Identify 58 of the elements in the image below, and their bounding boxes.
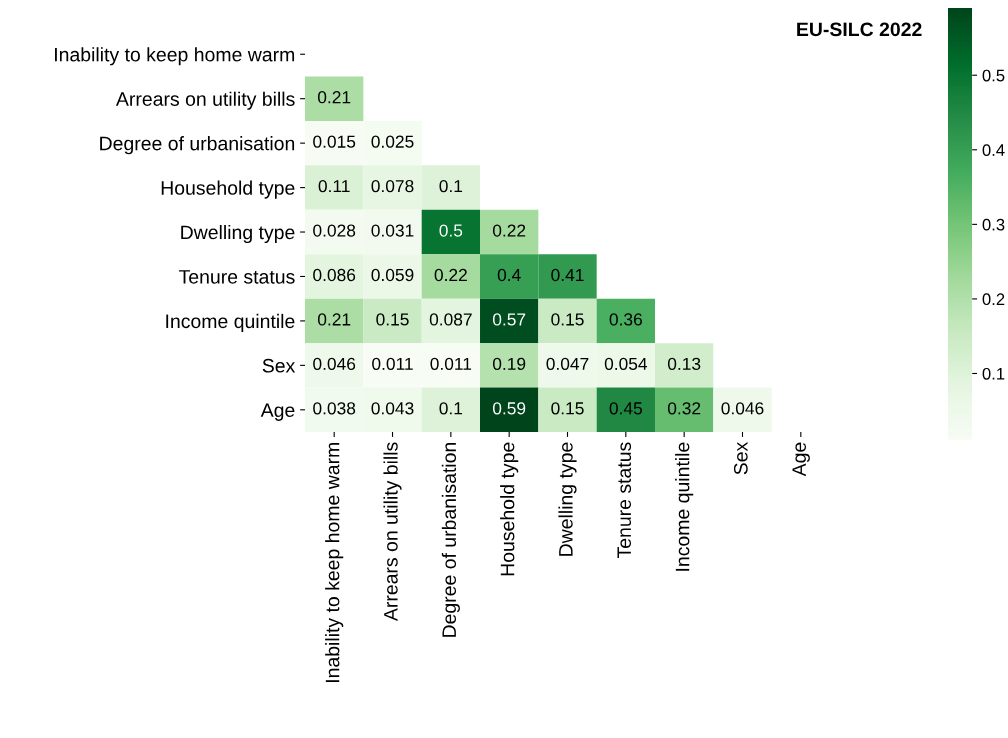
y-tick-label: Tenure status — [179, 270, 295, 284]
data-label: 0.047 — [546, 357, 589, 371]
data-label: 0.025 — [371, 135, 414, 148]
data-label: 0.046 — [721, 402, 764, 415]
y-tick-label: Dwelling type — [181, 224, 295, 244]
data-label: 0.15 — [376, 313, 409, 326]
data-label: 0.5 — [439, 224, 463, 237]
data-label: 0.015 — [313, 135, 356, 148]
data-label: 0.011 — [430, 357, 472, 371]
y-tick-label: Sex — [262, 358, 296, 373]
data-label: 0.15 — [551, 402, 584, 415]
data-label: 0.21 — [317, 313, 351, 326]
data-label: 0.038 — [313, 402, 356, 415]
x-tick-label: Income quintile — [675, 442, 694, 571]
data-label: 0.22 — [492, 224, 526, 237]
data-label: 0.078 — [371, 179, 414, 193]
y-tick-label: Degree of urbanisation — [100, 136, 295, 155]
x-tick-label: Dwelling type — [558, 442, 577, 556]
color-bar-label: 0.3 — [982, 218, 1005, 231]
color-bar-label: 0.1 — [982, 367, 1005, 380]
data-label: 0.031 — [371, 224, 414, 237]
data-label: 0.1 — [439, 402, 463, 415]
y-tick-label: Income quintile — [166, 313, 295, 332]
data-label: 0.36 — [609, 313, 642, 326]
data-label: 0.087 — [429, 313, 472, 326]
x-tick-label: Degree of urbanisation — [441, 442, 460, 637]
data-label: 0.15 — [551, 313, 584, 326]
y-tick-label: Inability to keep home warm — [55, 47, 295, 66]
data-label: 0.19 — [492, 357, 526, 371]
color-bar-label: 0.5 — [982, 69, 1005, 82]
data-label: 0.086 — [313, 268, 356, 282]
data-label: 0.57 — [492, 313, 526, 326]
x-tick-label: Tenure status — [617, 442, 632, 559]
data-label: 0.1 — [439, 179, 463, 193]
y-tick-label: Household type — [161, 180, 295, 199]
data-label: 0.054 — [604, 357, 648, 371]
color-bar-label: 0.2 — [982, 293, 1005, 306]
data-label: 0.043 — [371, 402, 414, 415]
data-label: 0.028 — [313, 224, 356, 237]
x-tick-label: Sex — [733, 441, 748, 475]
data-label: 0.011 — [372, 357, 413, 371]
data-label: 0.13 — [667, 357, 701, 371]
data-label: 0.21 — [317, 91, 351, 104]
x-tick-label: Age — [792, 442, 810, 477]
x-tick-label: Household type — [500, 442, 519, 576]
data-label: 0.59 — [492, 402, 526, 415]
data-label: 0.11 — [318, 179, 350, 193]
data-label: 0.4 — [497, 268, 521, 282]
data-label: 0.22 — [434, 268, 467, 282]
data-label: 0.046 — [313, 357, 356, 371]
data-label: 0.45 — [609, 402, 642, 415]
data-label: 0.059 — [371, 268, 414, 282]
chart-title: EU-SILC 2022 — [797, 22, 922, 37]
color-bar-label: 0.4 — [982, 144, 1005, 156]
y-tick-label: Arrears on utility bills — [115, 91, 295, 110]
y-tick-label: Age — [260, 403, 295, 421]
data-label: 0.32 — [667, 402, 701, 415]
data-label: 0.41 — [551, 268, 584, 282]
